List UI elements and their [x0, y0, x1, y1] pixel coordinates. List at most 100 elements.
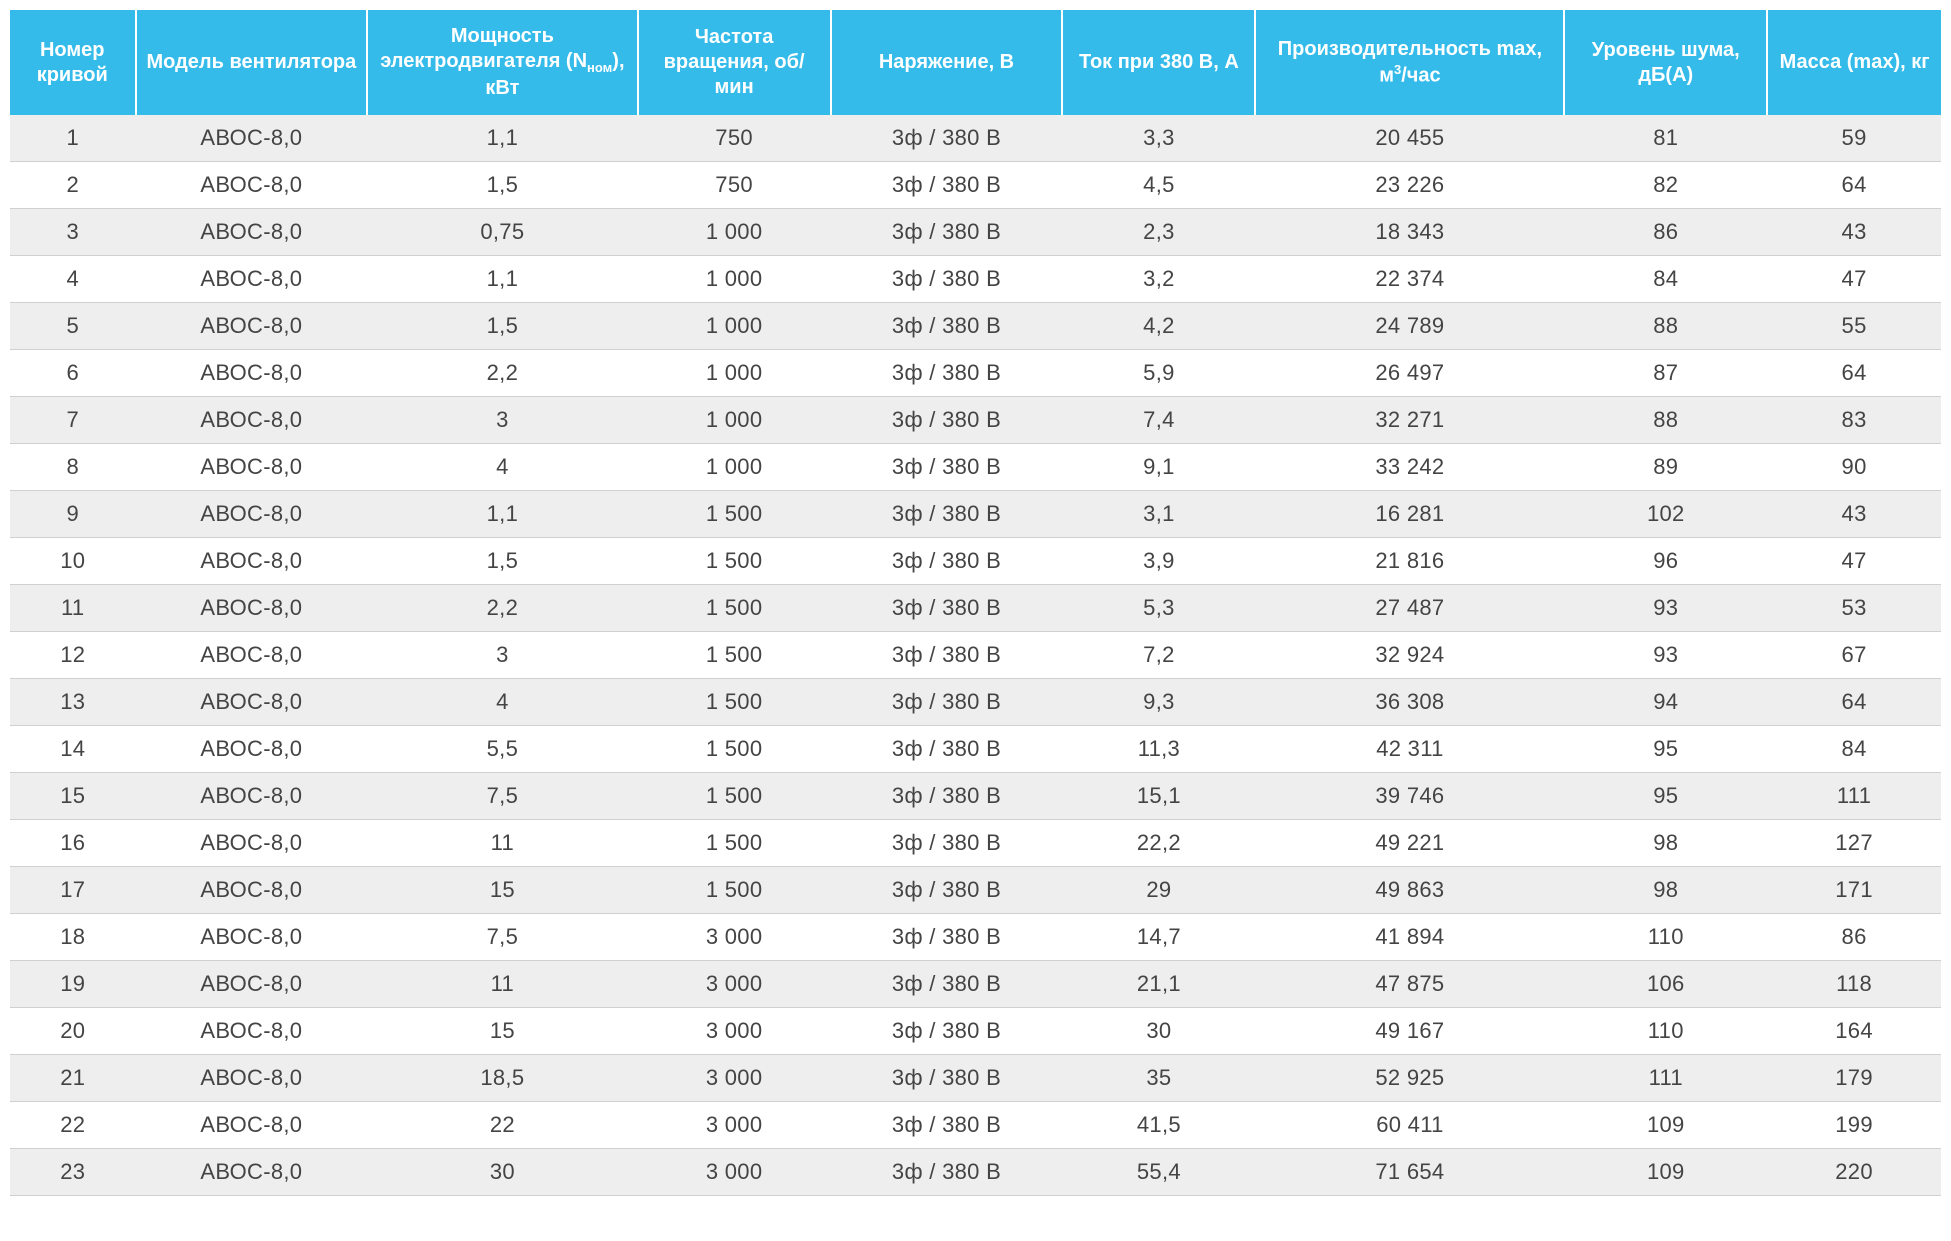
- cell: 3ф / 380 В: [831, 162, 1063, 209]
- cell: АВОС-8,0: [136, 209, 368, 256]
- cell: 1 500: [638, 867, 831, 914]
- cell: 22 374: [1255, 256, 1564, 303]
- cell: 43: [1767, 209, 1941, 256]
- cell: 93: [1564, 632, 1767, 679]
- cell: 1 000: [638, 209, 831, 256]
- cell: 23: [10, 1149, 136, 1196]
- cell: 5,9: [1062, 350, 1255, 397]
- cell: 5,3: [1062, 585, 1255, 632]
- cell: 18 343: [1255, 209, 1564, 256]
- cell: 3 000: [638, 914, 831, 961]
- cell: 3 000: [638, 1008, 831, 1055]
- cell: 179: [1767, 1055, 1941, 1102]
- cell: 22,2: [1062, 820, 1255, 867]
- cell: 4: [367, 444, 637, 491]
- cell: АВОС-8,0: [136, 1055, 368, 1102]
- cell: 3 000: [638, 961, 831, 1008]
- table-row: 1АВОС-8,01,17503ф / 380 В3,320 4558159: [10, 115, 1941, 162]
- cell: 33 242: [1255, 444, 1564, 491]
- cell: 52 925: [1255, 1055, 1564, 1102]
- col-header-8: Масса (max), кг: [1767, 10, 1941, 115]
- col-header-7: Уровень шума, дБ(А): [1564, 10, 1767, 115]
- cell: АВОС-8,0: [136, 679, 368, 726]
- cell: 3,9: [1062, 538, 1255, 585]
- table-row: 23АВОС-8,0303 0003ф / 380 В55,471 654109…: [10, 1149, 1941, 1196]
- cell: 55,4: [1062, 1149, 1255, 1196]
- cell: АВОС-8,0: [136, 162, 368, 209]
- cell: 9,3: [1062, 679, 1255, 726]
- cell: 3ф / 380 В: [831, 303, 1063, 350]
- cell: 88: [1564, 303, 1767, 350]
- cell: 1 500: [638, 679, 831, 726]
- cell: 11: [367, 820, 637, 867]
- cell: 47: [1767, 256, 1941, 303]
- table-row: 7АВОС-8,031 0003ф / 380 В7,432 2718883: [10, 397, 1941, 444]
- cell: 7: [10, 397, 136, 444]
- cell: 17: [10, 867, 136, 914]
- cell: 3ф / 380 В: [831, 444, 1063, 491]
- cell: 93: [1564, 585, 1767, 632]
- cell: АВОС-8,0: [136, 961, 368, 1008]
- cell: 1 500: [638, 632, 831, 679]
- cell: 15,1: [1062, 773, 1255, 820]
- cell: 26 497: [1255, 350, 1564, 397]
- cell: 86: [1564, 209, 1767, 256]
- table-row: 14АВОС-8,05,51 5003ф / 380 В11,342 31195…: [10, 726, 1941, 773]
- cell: 1,1: [367, 256, 637, 303]
- table-row: 8АВОС-8,041 0003ф / 380 В9,133 2428990: [10, 444, 1941, 491]
- col-header-1: Модель вентилятора: [136, 10, 368, 115]
- table-row: 5АВОС-8,01,51 0003ф / 380 В4,224 7898855: [10, 303, 1941, 350]
- cell: 11,3: [1062, 726, 1255, 773]
- cell: 35: [1062, 1055, 1255, 1102]
- table-row: 18АВОС-8,07,53 0003ф / 380 В14,741 89411…: [10, 914, 1941, 961]
- cell: 3ф / 380 В: [831, 256, 1063, 303]
- cell: 1 000: [638, 397, 831, 444]
- cell: 16 281: [1255, 491, 1564, 538]
- cell: 1 000: [638, 444, 831, 491]
- table-row: 3АВОС-8,00,751 0003ф / 380 В2,318 343864…: [10, 209, 1941, 256]
- cell: 29: [1062, 867, 1255, 914]
- cell: 171: [1767, 867, 1941, 914]
- cell: 3ф / 380 В: [831, 632, 1063, 679]
- cell: 3: [367, 397, 637, 444]
- cell: 3: [367, 632, 637, 679]
- cell: 1 500: [638, 491, 831, 538]
- table-row: 16АВОС-8,0111 5003ф / 380 В22,249 221981…: [10, 820, 1941, 867]
- cell: 750: [638, 162, 831, 209]
- cell: 5,5: [367, 726, 637, 773]
- table-row: 11АВОС-8,02,21 5003ф / 380 В5,327 487935…: [10, 585, 1941, 632]
- cell: АВОС-8,0: [136, 1149, 368, 1196]
- cell: 1 000: [638, 350, 831, 397]
- cell: АВОС-8,0: [136, 585, 368, 632]
- cell: 20: [10, 1008, 136, 1055]
- cell: 21: [10, 1055, 136, 1102]
- cell: 3ф / 380 В: [831, 115, 1063, 162]
- cell: 49 167: [1255, 1008, 1564, 1055]
- cell: 3ф / 380 В: [831, 209, 1063, 256]
- cell: 23 226: [1255, 162, 1564, 209]
- col-header-3: Частота вращения, об/мин: [638, 10, 831, 115]
- cell: 84: [1767, 726, 1941, 773]
- cell: 47 875: [1255, 961, 1564, 1008]
- table-row: 22АВОС-8,0223 0003ф / 380 В41,560 411109…: [10, 1102, 1941, 1149]
- col-header-5: Ток при 380 В, А: [1062, 10, 1255, 115]
- table-row: 17АВОС-8,0151 5003ф / 380 В2949 86398171: [10, 867, 1941, 914]
- cell: 49 863: [1255, 867, 1564, 914]
- cell: 21,1: [1062, 961, 1255, 1008]
- cell: АВОС-8,0: [136, 1102, 368, 1149]
- col-header-6: Производительность max, м3/час: [1255, 10, 1564, 115]
- cell: 2: [10, 162, 136, 209]
- cell: 71 654: [1255, 1149, 1564, 1196]
- cell: 39 746: [1255, 773, 1564, 820]
- cell: 16: [10, 820, 136, 867]
- cell: 32 924: [1255, 632, 1564, 679]
- cell: 111: [1767, 773, 1941, 820]
- cell: 7,2: [1062, 632, 1255, 679]
- cell: 3ф / 380 В: [831, 1008, 1063, 1055]
- cell: 4,5: [1062, 162, 1255, 209]
- cell: 42 311: [1255, 726, 1564, 773]
- cell: АВОС-8,0: [136, 491, 368, 538]
- cell: 1 000: [638, 256, 831, 303]
- table-row: 6АВОС-8,02,21 0003ф / 380 В5,926 4978764: [10, 350, 1941, 397]
- cell: 9: [10, 491, 136, 538]
